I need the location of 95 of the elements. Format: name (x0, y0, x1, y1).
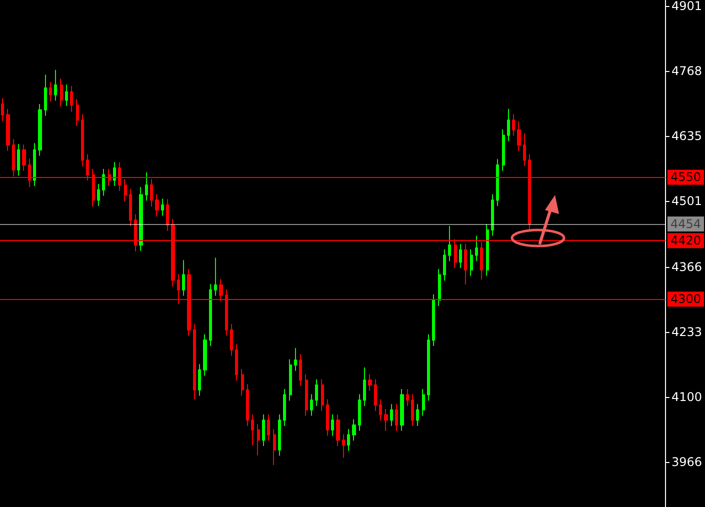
candlestick (475, 235, 478, 262)
candlestick (161, 198, 164, 216)
y-tick-label: 4768 (671, 64, 702, 78)
candlestick (464, 244, 467, 286)
candlestick (470, 248, 473, 276)
ref-line-label: 4300 (670, 292, 702, 306)
candlestick (305, 374, 308, 416)
candlestick (459, 244, 462, 268)
candlestick (400, 388, 404, 432)
candlestick (422, 388, 425, 416)
candlestick (352, 418, 356, 442)
candlestick (113, 162, 116, 187)
candlestick (283, 388, 286, 427)
candlestick (406, 388, 409, 407)
candlestick (496, 158, 499, 207)
candlestick (38, 104, 42, 156)
candlestick (17, 144, 20, 176)
candlestick (70, 86, 73, 112)
y-tick-label: 3966 (671, 455, 702, 470)
candlestick (507, 108, 510, 142)
candlestick (502, 128, 505, 172)
candlestick (347, 428, 350, 452)
candlestick (44, 74, 47, 116)
candlestick (448, 226, 451, 262)
y-tick-label: 4635 (671, 128, 702, 143)
candlestick (76, 98, 79, 127)
candlestick (262, 414, 265, 447)
candlestick (517, 120, 521, 152)
candlestick (289, 358, 292, 402)
candlestick (81, 114, 84, 167)
candlestick (336, 414, 340, 447)
candlestick (491, 194, 494, 236)
candlestick (97, 184, 100, 207)
candlestick (209, 284, 212, 347)
candlestick (257, 424, 260, 456)
candlestick (443, 248, 446, 282)
candlestick (278, 414, 281, 456)
candlestick (294, 347, 297, 372)
candlestick (65, 84, 68, 107)
candlestick (374, 378, 377, 412)
candlestick (129, 188, 132, 227)
candlestick (102, 168, 105, 196)
candlestick (241, 368, 244, 396)
candlestick (49, 82, 52, 102)
candlestick (235, 344, 238, 382)
candlestick (331, 414, 334, 436)
candlestick (432, 294, 435, 347)
candlestick (198, 364, 201, 396)
y-tick-label: 4100 (671, 390, 702, 404)
candlestick (54, 69, 57, 102)
candlestick (214, 257, 217, 296)
candlestick (203, 334, 207, 376)
candlestick (267, 414, 270, 442)
candlestick (273, 428, 276, 466)
candlestick (512, 114, 515, 136)
candlestick (363, 366, 366, 407)
candlestick (310, 394, 313, 416)
candlestick (384, 408, 388, 432)
candlestick (416, 404, 419, 427)
candlestick (315, 378, 318, 407)
candlestick (299, 354, 302, 387)
y-tick-label: 4501 (671, 194, 702, 208)
candlestick (251, 414, 254, 446)
y-tick-label: 4901 (671, 0, 702, 13)
ref-line-label: 4420 (670, 234, 702, 248)
candlestick (379, 398, 382, 422)
candlestick (33, 142, 36, 187)
candlestick (145, 172, 148, 202)
candlestick (486, 224, 489, 276)
candlestick (230, 324, 233, 356)
candlestick (1, 98, 4, 122)
candlestick (411, 394, 414, 427)
candlestick (390, 404, 393, 427)
candlestick (358, 394, 361, 432)
candlestick (427, 334, 430, 402)
candlestick (166, 198, 169, 232)
candlestick (326, 398, 329, 436)
ref-line-label: 4454 (670, 217, 702, 232)
candlestick (395, 404, 398, 432)
candlestick (193, 324, 196, 400)
candlestick (139, 186, 143, 252)
candlestick (368, 374, 372, 392)
candlestick (155, 194, 159, 217)
candlestick (22, 144, 26, 172)
ref-line-label: 4550 (670, 170, 702, 184)
candlestick (6, 108, 10, 152)
candlestick (342, 434, 345, 458)
candlestick (321, 378, 324, 412)
candlestick (182, 260, 185, 296)
candlestick (523, 132, 526, 167)
y-tick-label: 4366 (671, 260, 702, 274)
candlestick (438, 268, 441, 307)
y-tick-label: 4233 (671, 324, 702, 339)
candlestick (60, 78, 63, 107)
candlestick (246, 384, 249, 427)
